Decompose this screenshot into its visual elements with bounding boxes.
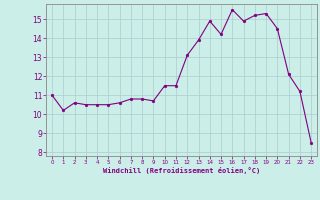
X-axis label: Windchill (Refroidissement éolien,°C): Windchill (Refroidissement éolien,°C) [103, 167, 260, 174]
